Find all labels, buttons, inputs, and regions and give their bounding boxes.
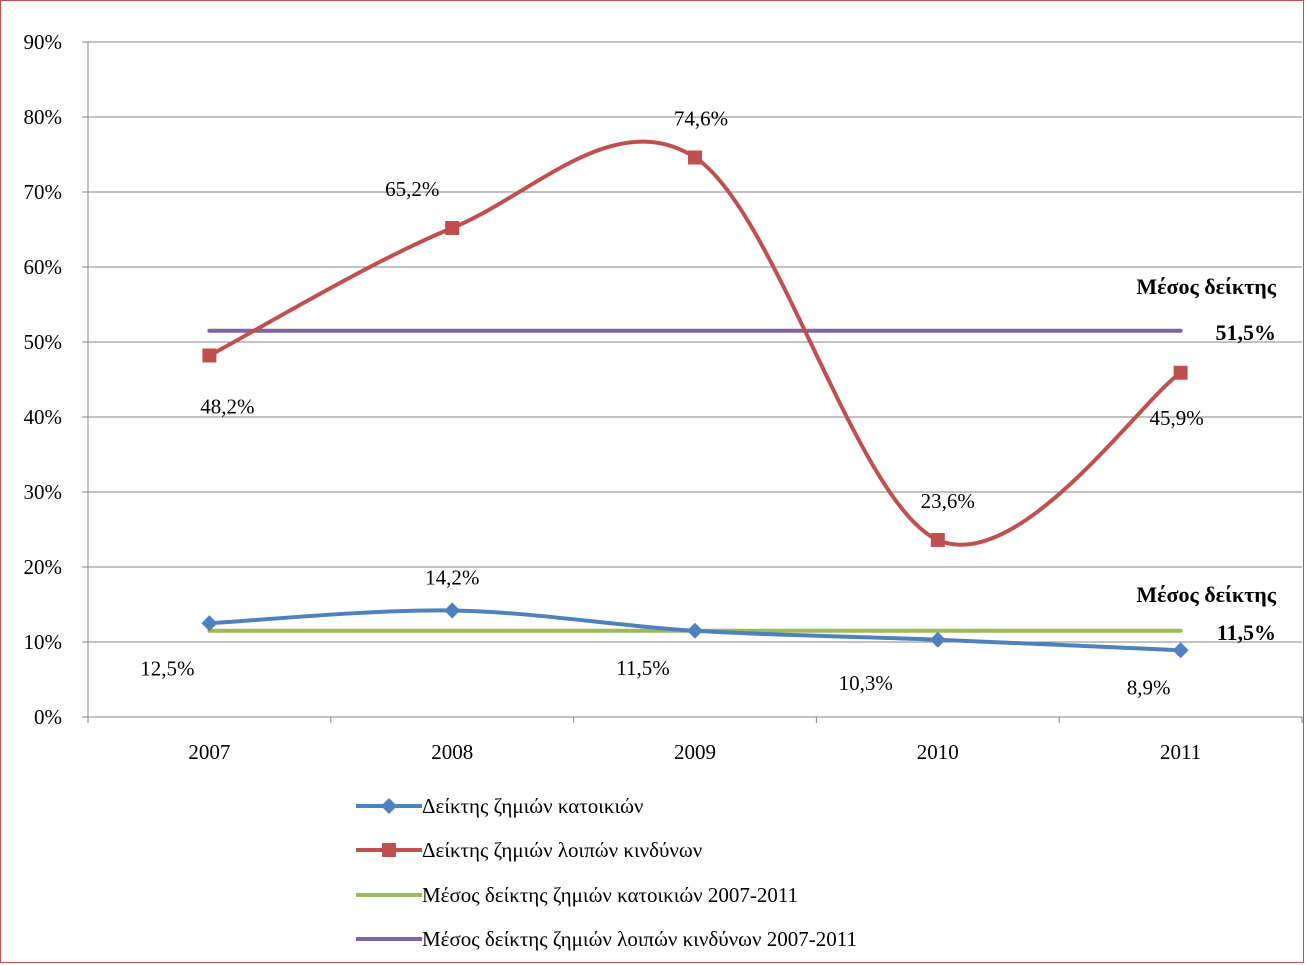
y-tick-label: 80% xyxy=(24,105,63,129)
legend-label: Δείκτης ζημιών λοιπών κινδύνων xyxy=(422,838,702,862)
data-label: 10,3% xyxy=(839,671,893,695)
annotation-lower-title: Μέσος δείκτης xyxy=(1136,582,1276,607)
data-label: 45,9% xyxy=(1149,406,1203,430)
series-markers xyxy=(201,150,1189,659)
annotation-upper-title: Μέσος δείκτης xyxy=(1136,274,1276,299)
data-point-diamond xyxy=(1172,642,1189,659)
series-line-1 xyxy=(207,139,1183,547)
legend: Δείκτης ζημιών κατοικιών Δείκτης ζημιών λ… xyxy=(356,794,857,951)
y-axis-tick-labels: 0% 10% 20% 30% 40% 50% 60% 70% 80% 90% xyxy=(24,30,63,729)
legend-marker-diamond xyxy=(381,798,397,814)
data-labels: 12,5% 14,2% 11,5% 10,3% 8,9% 48,2% 65,2% 74,6% 2… xyxy=(140,107,1203,700)
data-point-diamond xyxy=(929,631,946,648)
annotation-upper-value: 51,5% xyxy=(1216,320,1277,345)
data-point-diamond xyxy=(687,622,703,639)
data-point-diamond xyxy=(444,602,461,619)
data-label: 23,6% xyxy=(921,489,975,513)
y-tick-label: 0% xyxy=(34,705,62,729)
x-tick-label: 2009 xyxy=(674,740,716,764)
data-label: 8,9% xyxy=(1127,675,1171,699)
data-label: 14,2% xyxy=(425,566,479,590)
data-label: 48,2% xyxy=(200,395,254,419)
series-lines xyxy=(207,139,1183,653)
y-tick-label: 30% xyxy=(24,480,63,504)
y-tick-label: 60% xyxy=(24,255,63,279)
x-tick-label: 2011 xyxy=(1160,740,1201,764)
annotation-lower-value: 11,5% xyxy=(1217,620,1276,645)
axes xyxy=(82,41,1303,723)
x-tick-label: 2007 xyxy=(188,740,230,764)
data-point-square xyxy=(445,221,460,235)
x-axis-tick-labels: 2007 2008 2009 2010 2011 xyxy=(188,740,1201,764)
y-tick-label: 50% xyxy=(24,330,63,354)
x-tick-label: 2008 xyxy=(431,740,473,764)
y-tick-label: 20% xyxy=(24,555,63,579)
data-label: 12,5% xyxy=(140,656,194,680)
data-point-square xyxy=(688,150,702,165)
legend-marker-square xyxy=(382,843,396,857)
data-label: 11,5% xyxy=(616,656,669,680)
legend-label: Μέσος δείκτης ζημιών κατοικιών 2007-2011 xyxy=(422,883,798,907)
legend-label: Μέσος δείκτης ζημιών λοιπών κινδύνων 200… xyxy=(422,927,857,951)
data-label: 74,6% xyxy=(674,107,728,131)
data-label: 65,2% xyxy=(385,177,439,201)
y-tick-label: 90% xyxy=(24,30,63,54)
data-point-diamond xyxy=(201,615,218,632)
y-tick-label: 70% xyxy=(24,180,63,204)
y-tick-label: 10% xyxy=(24,630,63,654)
data-point-square xyxy=(202,348,217,363)
x-tick-label: 2010 xyxy=(917,740,959,764)
data-point-square xyxy=(1173,365,1188,380)
gridlines xyxy=(88,41,1302,643)
data-point-square xyxy=(930,533,945,547)
legend-label: Δείκτης ζημιών κατοικιών xyxy=(422,794,643,818)
y-tick-label: 40% xyxy=(24,405,63,429)
